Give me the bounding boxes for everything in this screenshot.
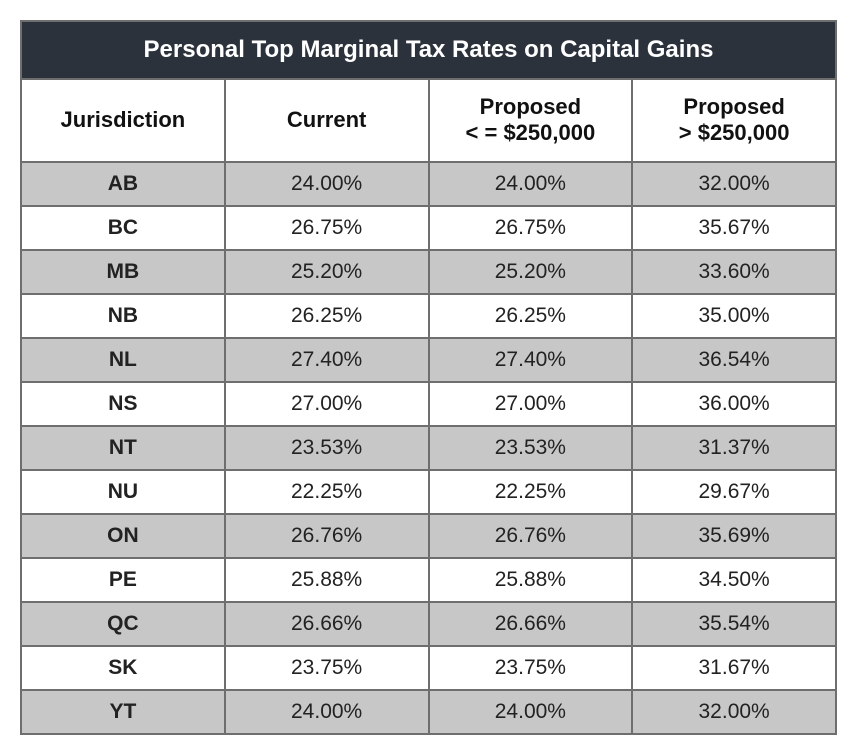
jurisdiction-cell: NS [21,382,225,426]
value-cell: 26.66% [225,602,429,646]
col-proposed-high: Proposed> $250,000 [632,79,836,162]
value-cell: 25.20% [225,250,429,294]
table-row: SK23.75%23.75%31.67% [21,646,836,690]
jurisdiction-cell: PE [21,558,225,602]
value-cell: 24.00% [225,162,429,206]
table-body: AB24.00%24.00%32.00%BC26.75%26.75%35.67%… [21,162,836,734]
value-cell: 27.00% [429,382,633,426]
value-cell: 23.53% [225,426,429,470]
jurisdiction-cell: MB [21,250,225,294]
value-cell: 26.76% [225,514,429,558]
jurisdiction-cell: NB [21,294,225,338]
value-cell: 26.75% [225,206,429,250]
table-row: NS27.00%27.00%36.00% [21,382,836,426]
table-row: YT24.00%24.00%32.00% [21,690,836,734]
col-jurisdiction: Jurisdiction [21,79,225,162]
jurisdiction-cell: NU [21,470,225,514]
value-cell: 24.00% [429,162,633,206]
value-cell: 31.37% [632,426,836,470]
table-row: NU22.25%22.25%29.67% [21,470,836,514]
value-cell: 31.67% [632,646,836,690]
table-row: NB26.25%26.25%35.00% [21,294,836,338]
value-cell: 35.00% [632,294,836,338]
value-cell: 27.40% [225,338,429,382]
value-cell: 34.50% [632,558,836,602]
title-row: Personal Top Marginal Tax Rates on Capit… [21,21,836,79]
jurisdiction-cell: NT [21,426,225,470]
value-cell: 26.75% [429,206,633,250]
tax-rate-table-container: Personal Top Marginal Tax Rates on Capit… [20,20,837,735]
value-cell: 24.00% [225,690,429,734]
value-cell: 35.67% [632,206,836,250]
value-cell: 25.88% [225,558,429,602]
value-cell: 23.53% [429,426,633,470]
value-cell: 36.54% [632,338,836,382]
jurisdiction-cell: AB [21,162,225,206]
value-cell: 27.40% [429,338,633,382]
col-proposed-low: Proposed< = $250,000 [429,79,633,162]
value-cell: 24.00% [429,690,633,734]
value-cell: 23.75% [225,646,429,690]
table-row: NL27.40%27.40%36.54% [21,338,836,382]
jurisdiction-cell: NL [21,338,225,382]
table-row: AB24.00%24.00%32.00% [21,162,836,206]
header-row: Jurisdiction Current Proposed< = $250,00… [21,79,836,162]
jurisdiction-cell: BC [21,206,225,250]
value-cell: 22.25% [225,470,429,514]
table-row: PE25.88%25.88%34.50% [21,558,836,602]
jurisdiction-cell: SK [21,646,225,690]
table-row: BC26.75%26.75%35.67% [21,206,836,250]
col-current: Current [225,79,429,162]
value-cell: 27.00% [225,382,429,426]
value-cell: 26.66% [429,602,633,646]
table-row: NT23.53%23.53%31.37% [21,426,836,470]
tax-rate-table: Personal Top Marginal Tax Rates on Capit… [20,20,837,735]
table-row: ON26.76%26.76%35.69% [21,514,836,558]
value-cell: 26.76% [429,514,633,558]
value-cell: 26.25% [429,294,633,338]
jurisdiction-cell: ON [21,514,225,558]
value-cell: 23.75% [429,646,633,690]
value-cell: 32.00% [632,162,836,206]
table-title: Personal Top Marginal Tax Rates on Capit… [21,21,836,79]
value-cell: 25.20% [429,250,633,294]
value-cell: 26.25% [225,294,429,338]
value-cell: 33.60% [632,250,836,294]
table-row: QC26.66%26.66%35.54% [21,602,836,646]
value-cell: 22.25% [429,470,633,514]
value-cell: 35.69% [632,514,836,558]
value-cell: 29.67% [632,470,836,514]
table-row: MB25.20%25.20%33.60% [21,250,836,294]
value-cell: 32.00% [632,690,836,734]
value-cell: 35.54% [632,602,836,646]
value-cell: 25.88% [429,558,633,602]
value-cell: 36.00% [632,382,836,426]
jurisdiction-cell: YT [21,690,225,734]
jurisdiction-cell: QC [21,602,225,646]
